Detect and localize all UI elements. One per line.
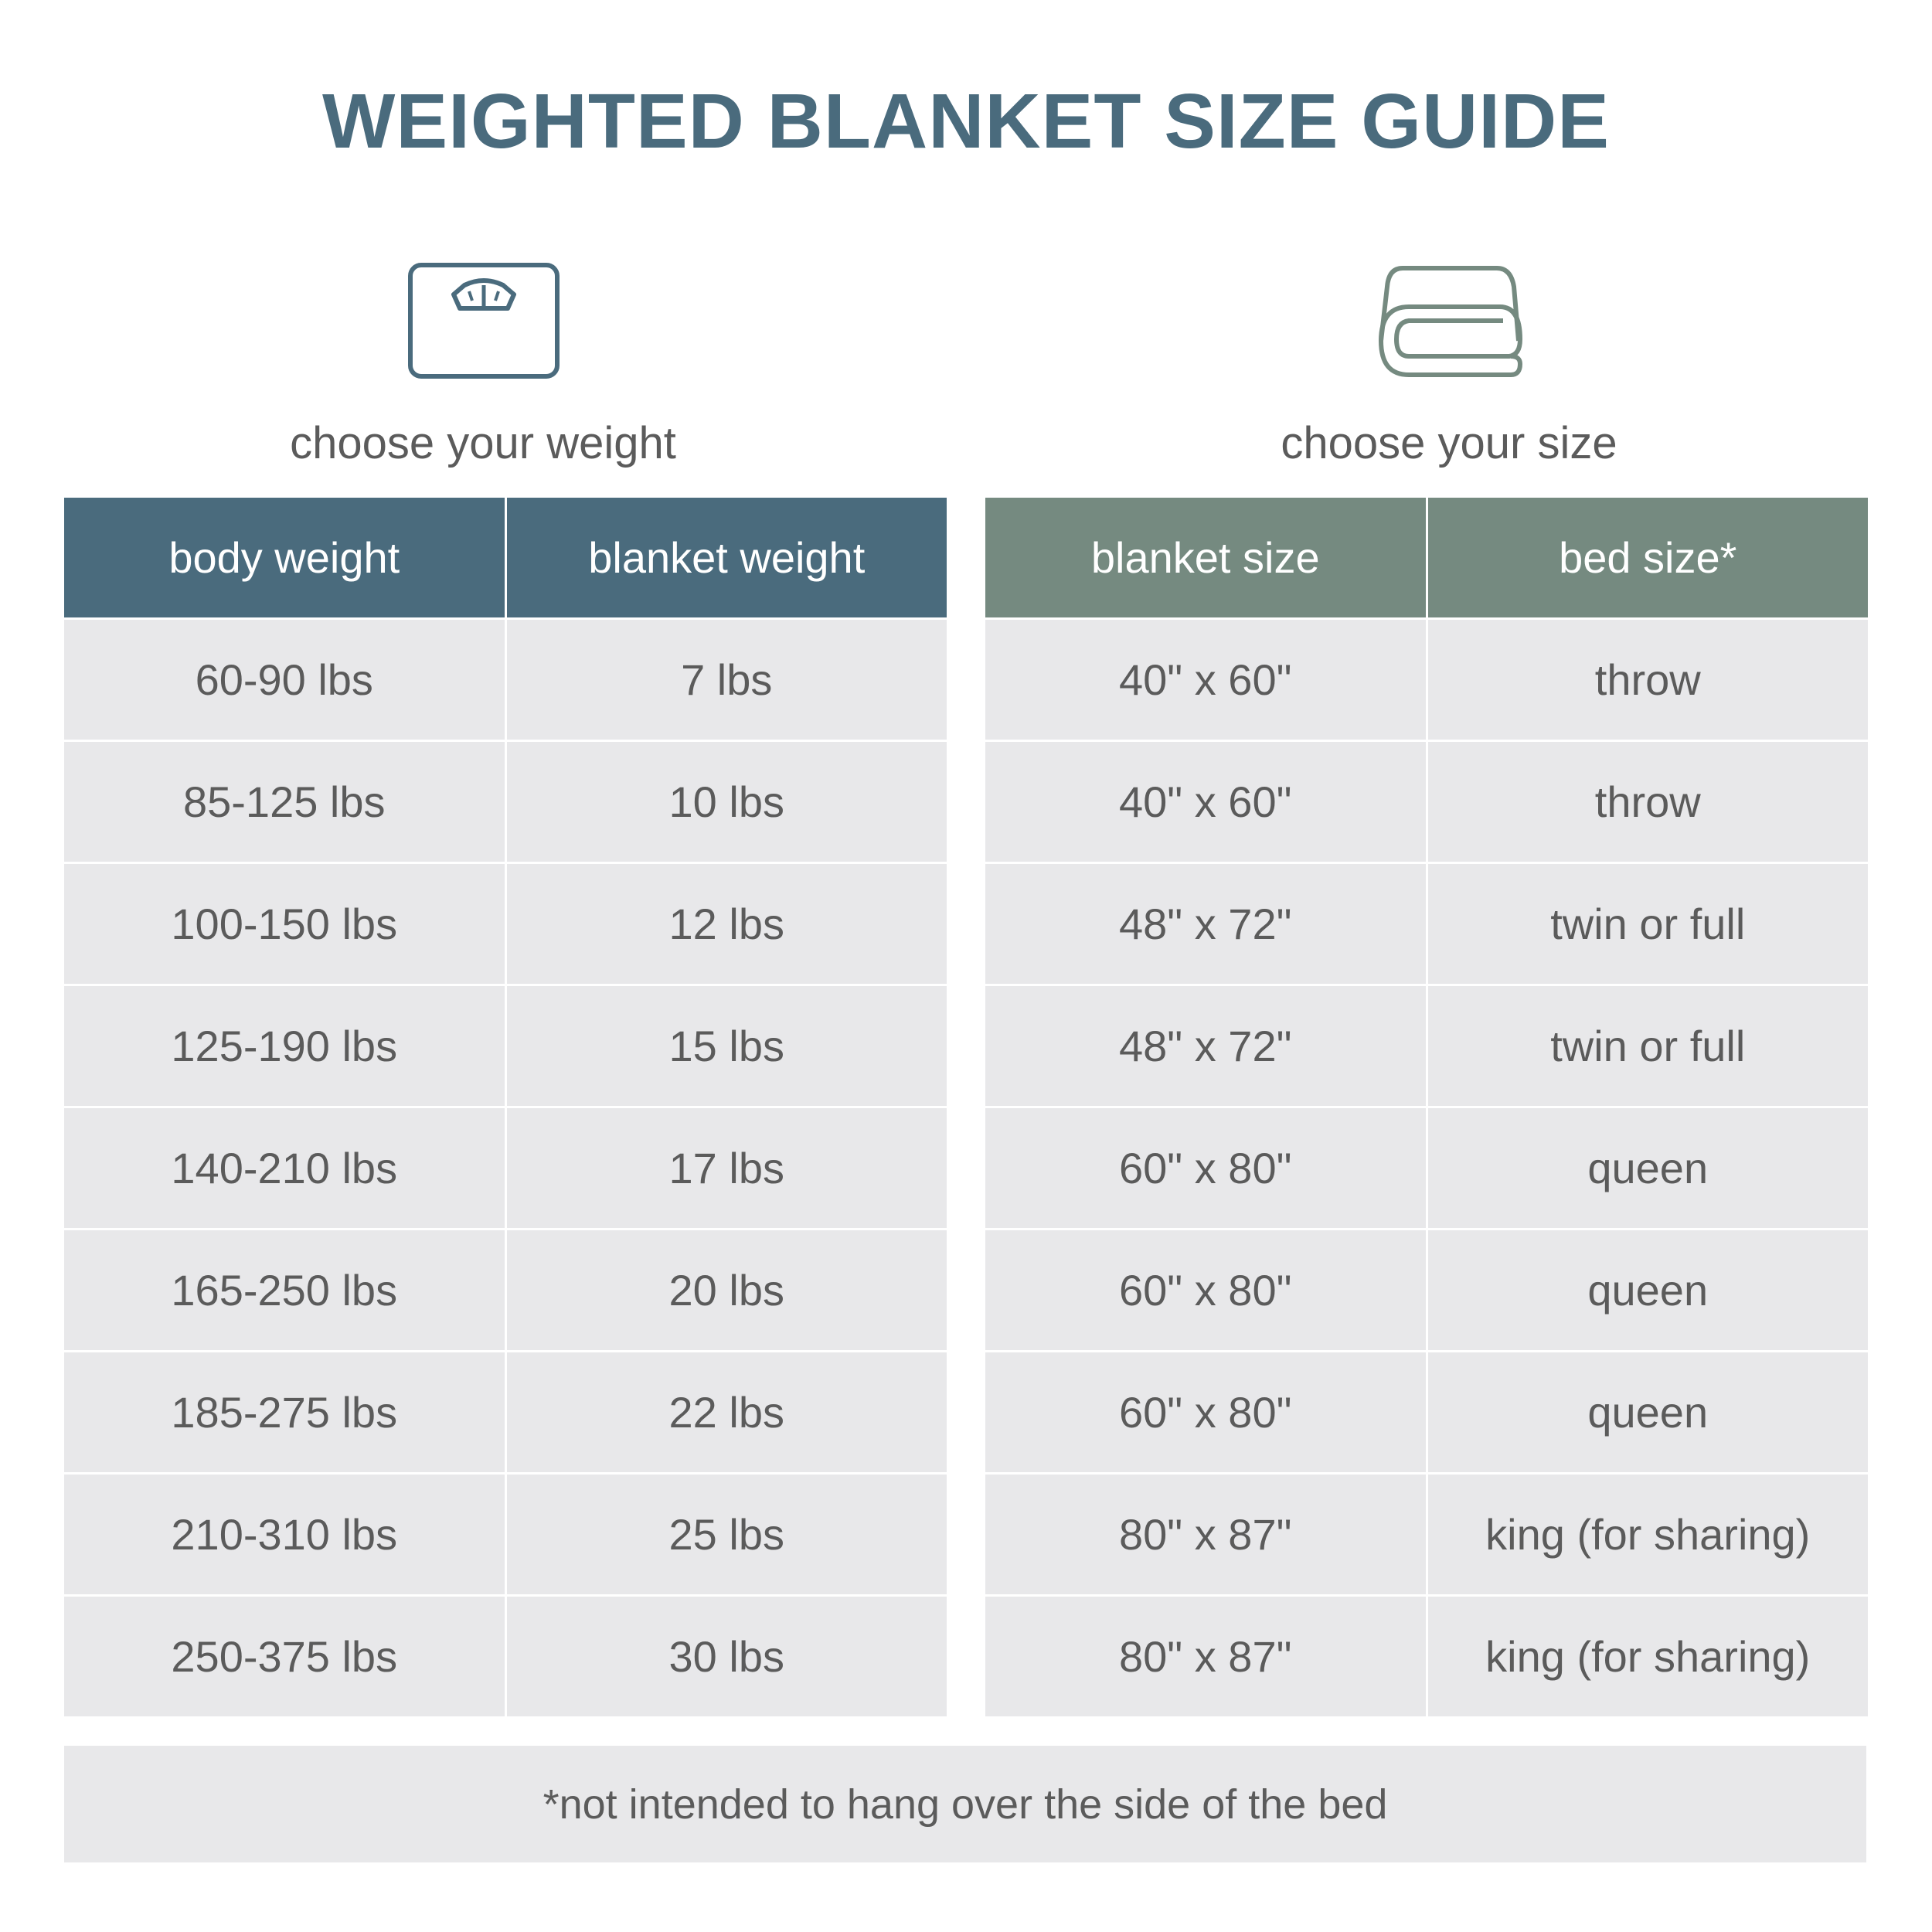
table-row: 80" x 87" king (for sharing) bbox=[985, 1472, 1868, 1596]
blanket-weight-cell: 20 lbs bbox=[505, 1228, 947, 1352]
body-weight-cell: 185-275 lbs bbox=[64, 1350, 507, 1474]
size-subtitle: choose your size bbox=[1281, 418, 1617, 468]
bed-size-cell: king (for sharing) bbox=[1427, 1594, 1868, 1716]
blanket-weight-cell: 7 lbs bbox=[505, 617, 947, 741]
table-row: 165-250 lbs 20 lbs bbox=[64, 1228, 947, 1352]
header-body-weight: body weight bbox=[64, 498, 507, 619]
bed-size-cell: king (for sharing) bbox=[1427, 1472, 1868, 1596]
table-row: 125-190 lbs 15 lbs bbox=[64, 984, 947, 1107]
blanket-weight-cell: 10 lbs bbox=[505, 740, 947, 863]
body-weight-cell: 250-375 lbs bbox=[64, 1594, 507, 1716]
table-row: 48" x 72" twin or full bbox=[985, 862, 1868, 985]
blanket-size-cell: 80" x 87" bbox=[985, 1472, 1428, 1596]
table-row: 60" x 80" queen bbox=[985, 1106, 1868, 1230]
bed-size-cell: queen bbox=[1427, 1106, 1868, 1230]
page-title: WEIGHTED BLANKET SIZE GUIDE bbox=[322, 78, 1610, 165]
folded-blanket-icon bbox=[1378, 266, 1523, 377]
body-weight-cell: 125-190 lbs bbox=[64, 984, 507, 1107]
blanket-size-cell: 40" x 60" bbox=[985, 617, 1428, 741]
table-row: 85-125 lbs 10 lbs bbox=[64, 740, 947, 863]
body-weight-cell: 140-210 lbs bbox=[64, 1106, 507, 1230]
bed-size-cell: throw bbox=[1427, 617, 1868, 741]
body-weight-cell: 165-250 lbs bbox=[64, 1228, 507, 1352]
header-blanket-size: blanket size bbox=[985, 498, 1428, 619]
blanket-weight-cell: 12 lbs bbox=[505, 862, 947, 985]
body-weight-cell: 210-310 lbs bbox=[64, 1472, 507, 1596]
blanket-size-cell: 48" x 72" bbox=[985, 984, 1428, 1107]
weight-subtitle: choose your weight bbox=[290, 418, 676, 468]
table-row: 100-150 lbs 12 lbs bbox=[64, 862, 947, 985]
blanket-size-cell: 40" x 60" bbox=[985, 740, 1428, 863]
header-bed-size: bed size* bbox=[1427, 498, 1868, 619]
bed-size-cell: throw bbox=[1427, 740, 1868, 863]
table-row: 60" x 80" queen bbox=[985, 1228, 1868, 1352]
blanket-size-cell: 48" x 72" bbox=[985, 862, 1428, 985]
blanket-size-cell: 60" x 80" bbox=[985, 1228, 1428, 1352]
blanket-weight-cell: 22 lbs bbox=[505, 1350, 947, 1474]
table-row: 210-310 lbs 25 lbs bbox=[64, 1472, 947, 1596]
body-weight-cell: 60-90 lbs bbox=[64, 617, 507, 741]
bed-size-cell: queen bbox=[1427, 1350, 1868, 1474]
blanket-weight-cell: 30 lbs bbox=[505, 1594, 947, 1716]
table-row: 250-375 lbs 30 lbs bbox=[64, 1594, 947, 1716]
body-weight-cell: 85-125 lbs bbox=[64, 740, 507, 863]
body-weight-cell: 100-150 lbs bbox=[64, 862, 507, 985]
bed-size-cell: twin or full bbox=[1427, 984, 1868, 1107]
bed-size-cell: queen bbox=[1427, 1228, 1868, 1352]
table-row: 60" x 80" queen bbox=[985, 1350, 1868, 1474]
bed-size-cell: twin or full bbox=[1427, 862, 1868, 985]
blanket-size-cell: 60" x 80" bbox=[985, 1350, 1428, 1474]
table-row: 48" x 72" twin or full bbox=[985, 984, 1868, 1107]
header-blanket-weight: blanket weight bbox=[505, 498, 947, 619]
blanket-size-cell: 60" x 80" bbox=[985, 1106, 1428, 1230]
table-row: 140-210 lbs 17 lbs bbox=[64, 1106, 947, 1230]
blanket-weight-cell: 17 lbs bbox=[505, 1106, 947, 1230]
blanket-size-cell: 80" x 87" bbox=[985, 1594, 1428, 1716]
table-row: 80" x 87" king (for sharing) bbox=[985, 1594, 1868, 1716]
blanket-weight-cell: 25 lbs bbox=[505, 1472, 947, 1596]
table-row: 40" x 60" throw bbox=[985, 617, 1868, 741]
table-row: 185-275 lbs 22 lbs bbox=[64, 1350, 947, 1474]
scale-icon bbox=[408, 263, 560, 379]
table-row: 40" x 60" throw bbox=[985, 740, 1868, 863]
size-table: blanket size bed size* 40" x 60" throw 40"… bbox=[985, 498, 1868, 1716]
weight-table: body weight blanket weight 60-90 lbs 7 lb… bbox=[64, 498, 947, 1716]
footnote: *not intended to hang over the side of t… bbox=[64, 1746, 1866, 1862]
table-row: 60-90 lbs 7 lbs bbox=[64, 617, 947, 741]
blanket-weight-cell: 15 lbs bbox=[505, 984, 947, 1107]
